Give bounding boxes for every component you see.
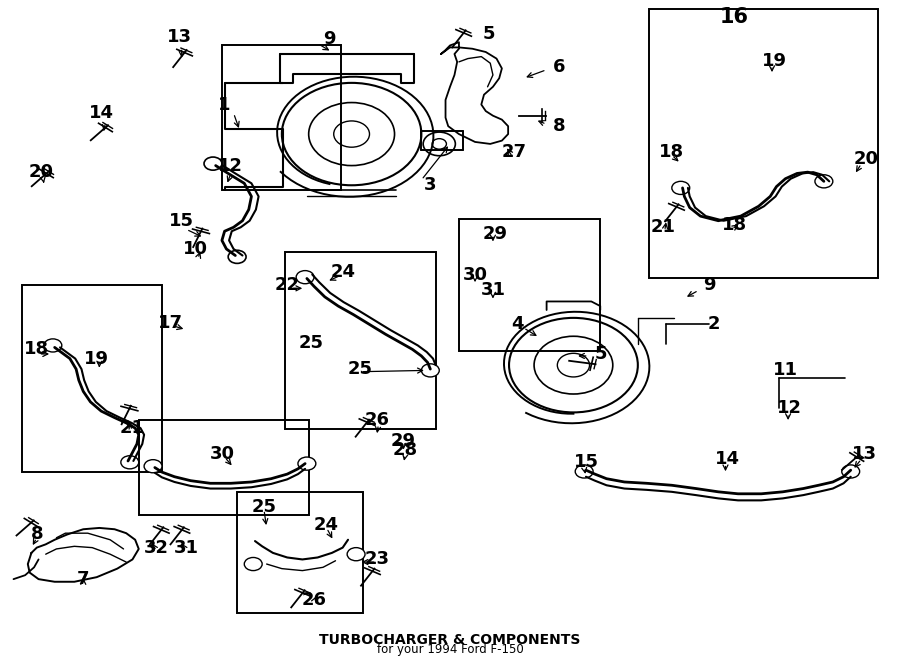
Bar [222, 46, 341, 190]
Text: 8: 8 [553, 117, 565, 135]
Text: 6: 6 [553, 58, 565, 76]
Bar [649, 9, 878, 279]
Text: 14: 14 [89, 104, 113, 122]
Text: 24: 24 [330, 263, 356, 281]
Circle shape [296, 271, 314, 284]
Bar [237, 492, 364, 613]
Text: 8: 8 [31, 526, 43, 544]
Text: 25: 25 [251, 498, 276, 516]
Text: 14: 14 [715, 450, 740, 468]
Circle shape [121, 455, 139, 469]
Text: 18: 18 [722, 216, 747, 234]
Text: 32: 32 [144, 539, 169, 557]
Circle shape [814, 175, 832, 188]
Text: 4: 4 [511, 315, 523, 334]
Text: 29: 29 [482, 225, 508, 243]
Text: 29: 29 [391, 432, 416, 450]
Text: 9: 9 [703, 276, 716, 294]
Text: 5: 5 [595, 345, 608, 363]
Text: 18: 18 [660, 144, 684, 162]
Text: 24: 24 [314, 516, 339, 534]
Circle shape [44, 339, 62, 352]
Text: 22: 22 [274, 276, 300, 294]
Text: 13: 13 [851, 446, 877, 463]
Text: 18: 18 [24, 340, 50, 358]
Text: 2: 2 [707, 315, 720, 334]
Text: 31: 31 [174, 539, 199, 557]
Circle shape [144, 459, 162, 473]
Text: 31: 31 [481, 281, 506, 299]
Text: 28: 28 [392, 442, 418, 459]
Bar [284, 252, 436, 430]
Text: 20: 20 [29, 163, 54, 181]
Text: 27: 27 [502, 144, 526, 162]
Text: 21: 21 [120, 419, 145, 437]
Circle shape [347, 547, 365, 561]
Text: 21: 21 [651, 218, 675, 236]
Text: 15: 15 [169, 212, 194, 230]
Text: 7: 7 [77, 570, 89, 588]
Text: 19: 19 [85, 350, 109, 367]
Text: 3: 3 [424, 176, 436, 194]
Circle shape [298, 457, 316, 470]
Circle shape [575, 465, 593, 478]
Text: 11: 11 [773, 361, 798, 379]
Text: TURBOCHARGER & COMPONENTS: TURBOCHARGER & COMPONENTS [320, 634, 580, 647]
Text: 23: 23 [364, 550, 389, 569]
Text: 20: 20 [853, 150, 878, 168]
Text: 15: 15 [573, 453, 598, 471]
Circle shape [671, 181, 689, 195]
Bar [139, 420, 309, 515]
Text: 25: 25 [299, 334, 324, 352]
Text: 25: 25 [348, 360, 374, 378]
Text: 19: 19 [762, 52, 788, 70]
Circle shape [244, 557, 262, 571]
Circle shape [842, 465, 859, 478]
Bar [22, 285, 162, 472]
Text: 17: 17 [158, 314, 184, 332]
Text: 16: 16 [720, 7, 749, 27]
Text: 12: 12 [778, 399, 803, 418]
Text: 26: 26 [302, 591, 327, 609]
Text: 9: 9 [323, 30, 336, 48]
Text: 1: 1 [219, 95, 230, 113]
Text: 30: 30 [463, 266, 488, 284]
Bar [459, 219, 600, 351]
Text: 5: 5 [482, 25, 495, 43]
Text: 10: 10 [183, 240, 208, 258]
Circle shape [421, 364, 439, 377]
Text: 26: 26 [364, 410, 389, 428]
Text: 30: 30 [210, 446, 234, 463]
Text: 12: 12 [219, 157, 243, 175]
Text: 13: 13 [167, 28, 193, 46]
Text: for your 1994 Ford F-150: for your 1994 Ford F-150 [376, 643, 524, 656]
